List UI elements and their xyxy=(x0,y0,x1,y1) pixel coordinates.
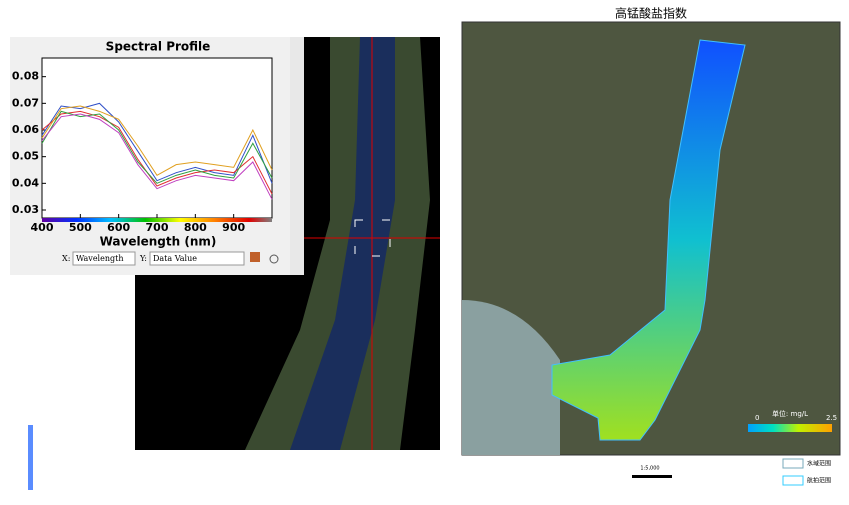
scale-bar xyxy=(632,475,672,478)
x-tick-label: 600 xyxy=(107,221,130,234)
river xyxy=(290,37,395,450)
water-index xyxy=(551,39,746,441)
y-tick-label: 0.07 xyxy=(12,96,39,109)
x-select-text: Wavelength xyxy=(76,254,123,263)
y-tick-label: 0.06 xyxy=(12,123,39,136)
map-title: 高锰酸盐指数 xyxy=(615,6,687,21)
y-tick-label: 0.05 xyxy=(12,150,39,163)
legend-swatch xyxy=(782,475,804,486)
legend-label: 航拍范围 xyxy=(807,477,831,485)
x-axis-label: Wavelength (nm) xyxy=(100,235,217,249)
x-tick-label: 800 xyxy=(184,221,207,234)
scrollbar xyxy=(290,37,304,275)
tool-button[interactable] xyxy=(250,252,260,262)
y-tick-label: 0.03 xyxy=(12,203,39,216)
legend-label: 水域范围 xyxy=(807,460,831,468)
y-select[interactable] xyxy=(149,251,245,266)
spectrum-line xyxy=(41,102,273,184)
x-tick-label: 500 xyxy=(69,221,92,234)
spectrum-line xyxy=(41,110,273,184)
spectrum-line xyxy=(41,105,273,176)
y-prefix: Y: xyxy=(139,254,147,263)
colorbar-unit: 单位: mg/L xyxy=(772,409,808,418)
lake xyxy=(462,300,560,455)
spectrum-line xyxy=(41,113,273,200)
x-tick-label: 900 xyxy=(222,221,245,234)
legend-swatch xyxy=(782,458,804,469)
plot-area xyxy=(41,57,273,219)
colorbar-min: 0 xyxy=(755,414,759,422)
y-tick-label: 0.04 xyxy=(12,176,39,189)
x-prefix: X: xyxy=(62,254,70,263)
colorbar xyxy=(748,424,832,432)
chart-title: Spectral Profile xyxy=(106,40,211,54)
map-scale: 1:5,000 xyxy=(640,466,659,472)
accent-bar xyxy=(28,425,33,490)
x-tick-label: 400 xyxy=(31,221,54,234)
y-tick-label: 0.08 xyxy=(12,70,39,83)
y-select-text: Data Value xyxy=(153,254,197,263)
refresh-button[interactable] xyxy=(269,254,279,264)
cursor-box xyxy=(354,219,391,257)
x-tick-label: 700 xyxy=(146,221,169,234)
colorbar-max: 2.5 xyxy=(826,414,837,422)
spectrum-line xyxy=(41,110,273,195)
x-select[interactable] xyxy=(72,251,136,266)
wavelength-band xyxy=(42,218,272,222)
